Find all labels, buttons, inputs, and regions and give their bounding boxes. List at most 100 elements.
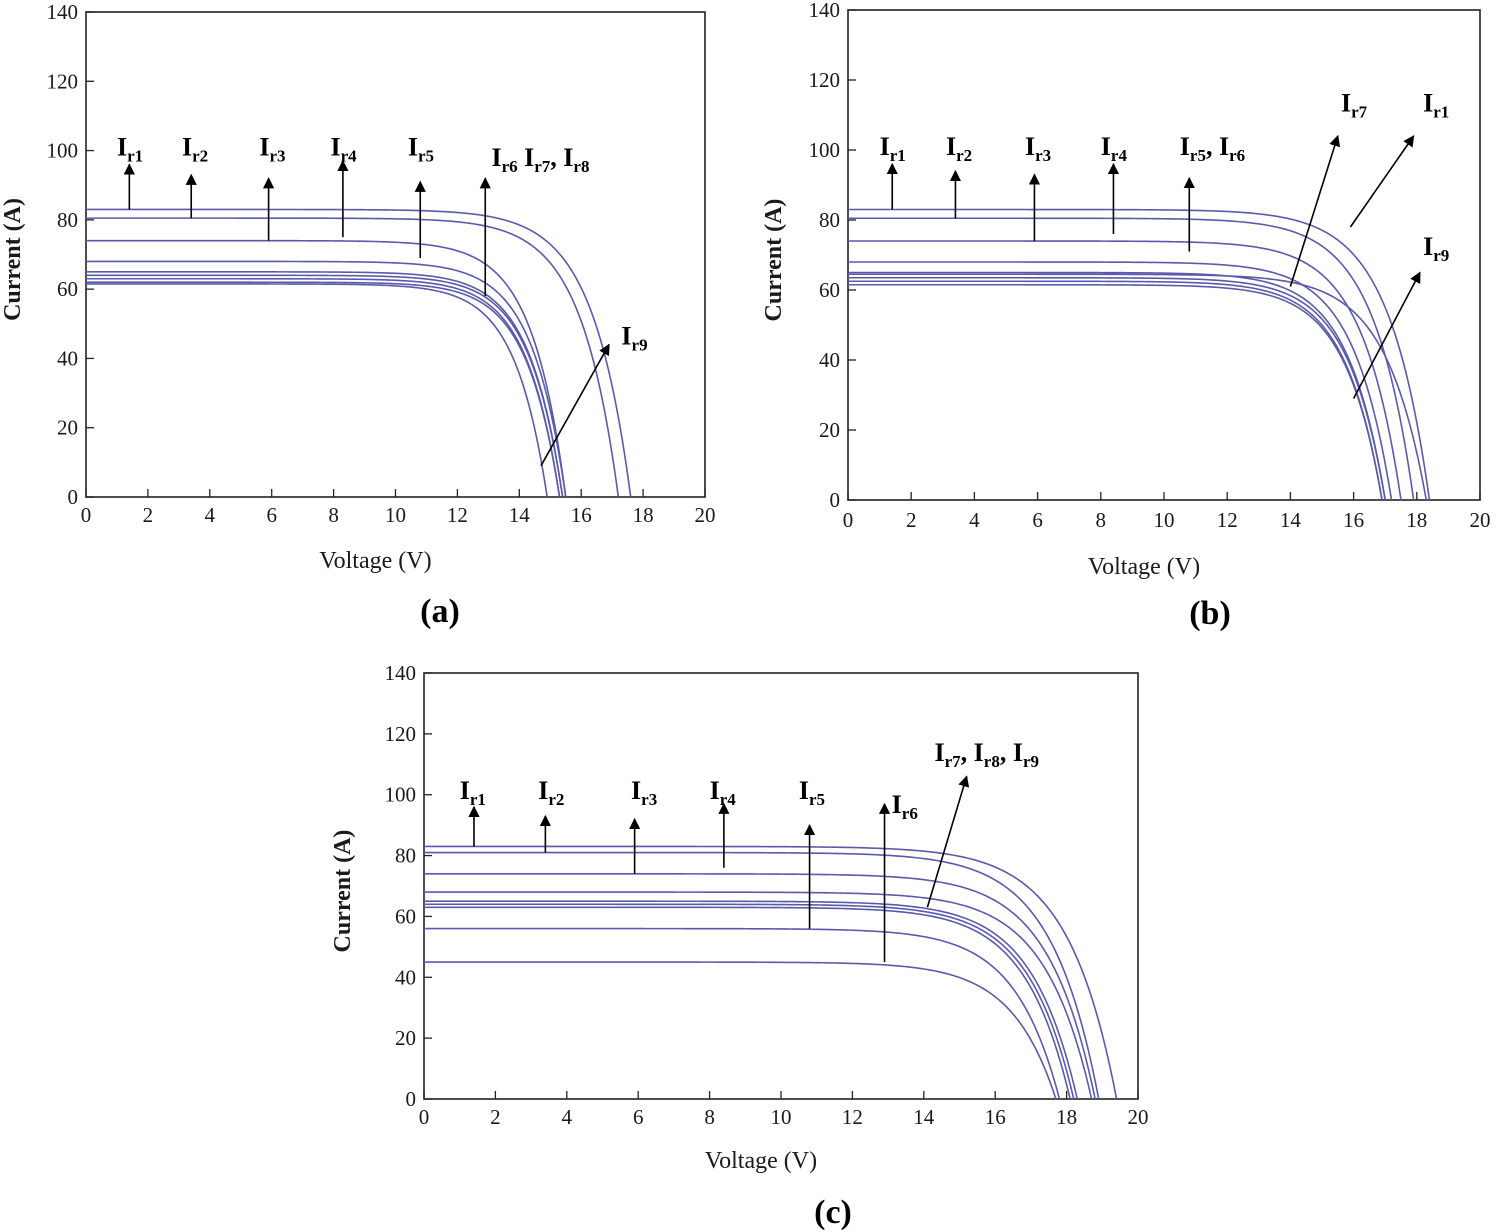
annotation-arrow-diagonal xyxy=(1349,135,1415,228)
plot-frame xyxy=(847,9,1481,501)
plot-frame xyxy=(85,11,706,498)
y-tick-label: 80 xyxy=(819,208,840,232)
iv-curve-9 xyxy=(424,961,1057,1100)
annotation-label-r7: Ir7, Ir8, Ir9 xyxy=(935,738,1040,771)
iv-curve-2 xyxy=(86,217,620,498)
x-tick-label: 12 xyxy=(1217,508,1238,532)
y-tick-label: 40 xyxy=(57,346,78,370)
annotation-label-r1: Ir1 xyxy=(880,132,906,165)
iv-curve-4 xyxy=(848,261,1393,501)
x-axis-label: Voltage (V) xyxy=(319,548,431,574)
annotation-label-r1: Ir1 xyxy=(117,133,143,166)
x-tick-label: 0 xyxy=(843,508,854,532)
x-tick-label: 18 xyxy=(1056,1105,1077,1129)
y-tick-label: 60 xyxy=(57,277,78,301)
annotation-label-r4: Ir4 xyxy=(1101,132,1128,165)
y-tick-label: 20 xyxy=(395,1026,416,1050)
y-tick-label: 60 xyxy=(819,278,840,302)
x-tick-label: 12 xyxy=(842,1105,863,1129)
x-tick-label: 10 xyxy=(385,503,406,527)
annotation-label-r5: Ir5 xyxy=(799,776,825,809)
annotation-label-r6: Ir6 Ir7, Ir8 xyxy=(491,143,589,176)
annotation-label-r6: Ir6 xyxy=(892,790,918,823)
annotation-label-r9: Ir9 xyxy=(1423,232,1449,265)
annotation-arrow-diagonal xyxy=(926,775,970,908)
y-axis-label: Current (A) xyxy=(761,199,787,322)
x-tick-label: 20 xyxy=(1470,508,1491,532)
plot-frame xyxy=(423,672,1139,1100)
y-axis-label: Current (A) xyxy=(0,198,26,321)
annotation-arrow-diagonal xyxy=(540,343,610,467)
x-tick-label: 16 xyxy=(571,503,592,527)
iv-curve-7 xyxy=(424,906,1071,1100)
annotation-label-r7: Ir7 xyxy=(1341,89,1368,122)
annotation-label-r1: Ir1 xyxy=(1423,89,1449,122)
x-tick-label: 10 xyxy=(771,1105,792,1129)
annotation-label-r5: Ir5 xyxy=(408,133,434,166)
x-tick-label: 18 xyxy=(633,503,654,527)
y-tick-label: 140 xyxy=(47,0,79,24)
y-tick-label: 140 xyxy=(385,661,417,685)
x-tick-label: 10 xyxy=(1154,508,1175,532)
x-tick-label: 2 xyxy=(906,508,917,532)
iv-curve-4 xyxy=(86,260,567,498)
x-tick-label: 8 xyxy=(704,1105,715,1129)
y-tick-label: 120 xyxy=(809,68,841,92)
iv-curve-9 xyxy=(86,283,548,498)
x-tick-label: 16 xyxy=(1343,508,1364,532)
x-tick-label: 6 xyxy=(266,503,277,527)
y-axis-label: Current (A) xyxy=(330,830,356,953)
x-tick-label: 6 xyxy=(1032,508,1043,532)
panel-label: (c) xyxy=(814,1194,852,1231)
y-tick-label: 40 xyxy=(395,965,416,989)
annotation-arrow-diagonal xyxy=(1289,134,1341,287)
annotation-label-r5: Ir5, Ir6 xyxy=(1180,132,1245,165)
y-tick-label: 100 xyxy=(47,139,79,163)
iv-curve-9 xyxy=(848,283,1383,501)
y-tick-label: 100 xyxy=(385,783,417,807)
iv-curve-7 xyxy=(848,276,1386,501)
annotation-arrow-diagonal xyxy=(1352,271,1421,399)
iv-curve-5 xyxy=(848,271,1386,501)
x-tick-label: 16 xyxy=(985,1105,1006,1129)
y-tick-label: 140 xyxy=(809,0,841,22)
y-tick-label: 80 xyxy=(57,208,78,232)
y-tick-label: 0 xyxy=(830,488,841,512)
iv-curve-1 xyxy=(86,208,632,498)
x-tick-label: 0 xyxy=(419,1105,430,1129)
iv-curve-8 xyxy=(424,927,1061,1100)
iv-curve-2 xyxy=(424,851,1100,1100)
y-tick-label: 40 xyxy=(819,348,840,372)
x-tick-label: 14 xyxy=(1280,508,1302,532)
annotation-label-r3: Ir3 xyxy=(631,776,657,809)
annotation-label-r9: Ir9 xyxy=(621,322,647,355)
x-tick-label: 4 xyxy=(969,508,980,532)
y-tick-label: 100 xyxy=(809,138,841,162)
y-tick-label: 0 xyxy=(68,485,79,509)
y-tick-label: 120 xyxy=(385,722,417,746)
y-tick-label: 20 xyxy=(819,418,840,442)
iv-curve-5 xyxy=(86,271,564,498)
x-tick-label: 18 xyxy=(1406,508,1427,532)
y-tick-label: 120 xyxy=(47,69,79,93)
iv-curve-3 xyxy=(848,240,1402,501)
annotation-label-r4: Ir4 xyxy=(710,776,737,809)
x-tick-label: 6 xyxy=(633,1105,644,1129)
x-tick-label: 2 xyxy=(490,1105,501,1129)
chart-panel-b: 0 2 4 6 8 10 12 14 16 18 20 0 20 40 60 80 100 120 140 Volta… xyxy=(761,0,1491,632)
x-tick-label: 14 xyxy=(509,503,531,527)
iv-curve-1 xyxy=(424,845,1118,1100)
x-tick-label: 8 xyxy=(1096,508,1107,532)
x-tick-label: 12 xyxy=(447,503,468,527)
annotation-label-r4: Ir4 xyxy=(331,133,358,166)
y-tick-label: 80 xyxy=(395,844,416,868)
x-tick-label: 8 xyxy=(328,503,339,527)
annotation-label-r2: Ir2 xyxy=(946,132,972,165)
iv-curve-3 xyxy=(424,873,1096,1100)
iv-curve-8 xyxy=(86,281,561,498)
chart-panel-a: 0 2 4 6 8 10 12 14 16 18 20 0 20 40 60 80 100 120 140 Volta… xyxy=(0,0,716,630)
x-tick-label: 0 xyxy=(81,503,92,527)
x-tick-label: 14 xyxy=(913,1105,935,1129)
x-tick-label: 20 xyxy=(1128,1105,1149,1129)
